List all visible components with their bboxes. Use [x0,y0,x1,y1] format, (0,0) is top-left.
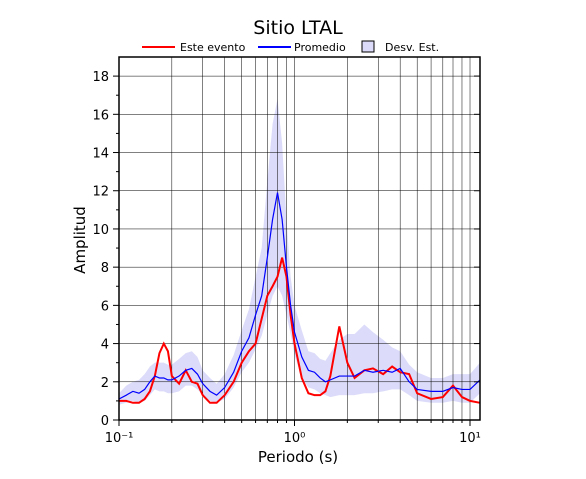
series-line [119,257,481,404]
plot-frame [118,56,481,421]
x-tick-label: 10¹ [459,431,481,446]
x-tick-label: 10⁰ [284,431,306,446]
y-tick-label: 0 [101,414,109,429]
legend-label: Promedio [294,41,346,54]
y-tick-label: 18 [92,70,109,85]
y-tick-label: 10 [92,223,109,238]
y-tick-label: 14 [92,147,109,162]
legend-swatch [361,40,375,53]
chart-title: Sitio LTAL [253,17,343,39]
legend-label: Desv. Est. [385,41,439,54]
std-band [119,99,480,405]
legend-label: Este evento [180,41,246,54]
x-axis-label: Periodo (s) [258,448,338,466]
y-tick-label: 8 [101,261,109,276]
x-tick-label: 10⁻¹ [105,431,134,446]
y-tick-label: 6 [101,299,109,314]
y-tick-label: 16 [92,108,109,123]
y-tick-label: 12 [92,185,109,200]
series-line [118,192,481,400]
y-tick-label: 2 [101,376,109,391]
y-axis-label: Amplitud [71,206,89,274]
y-tick-label: 4 [101,338,109,353]
